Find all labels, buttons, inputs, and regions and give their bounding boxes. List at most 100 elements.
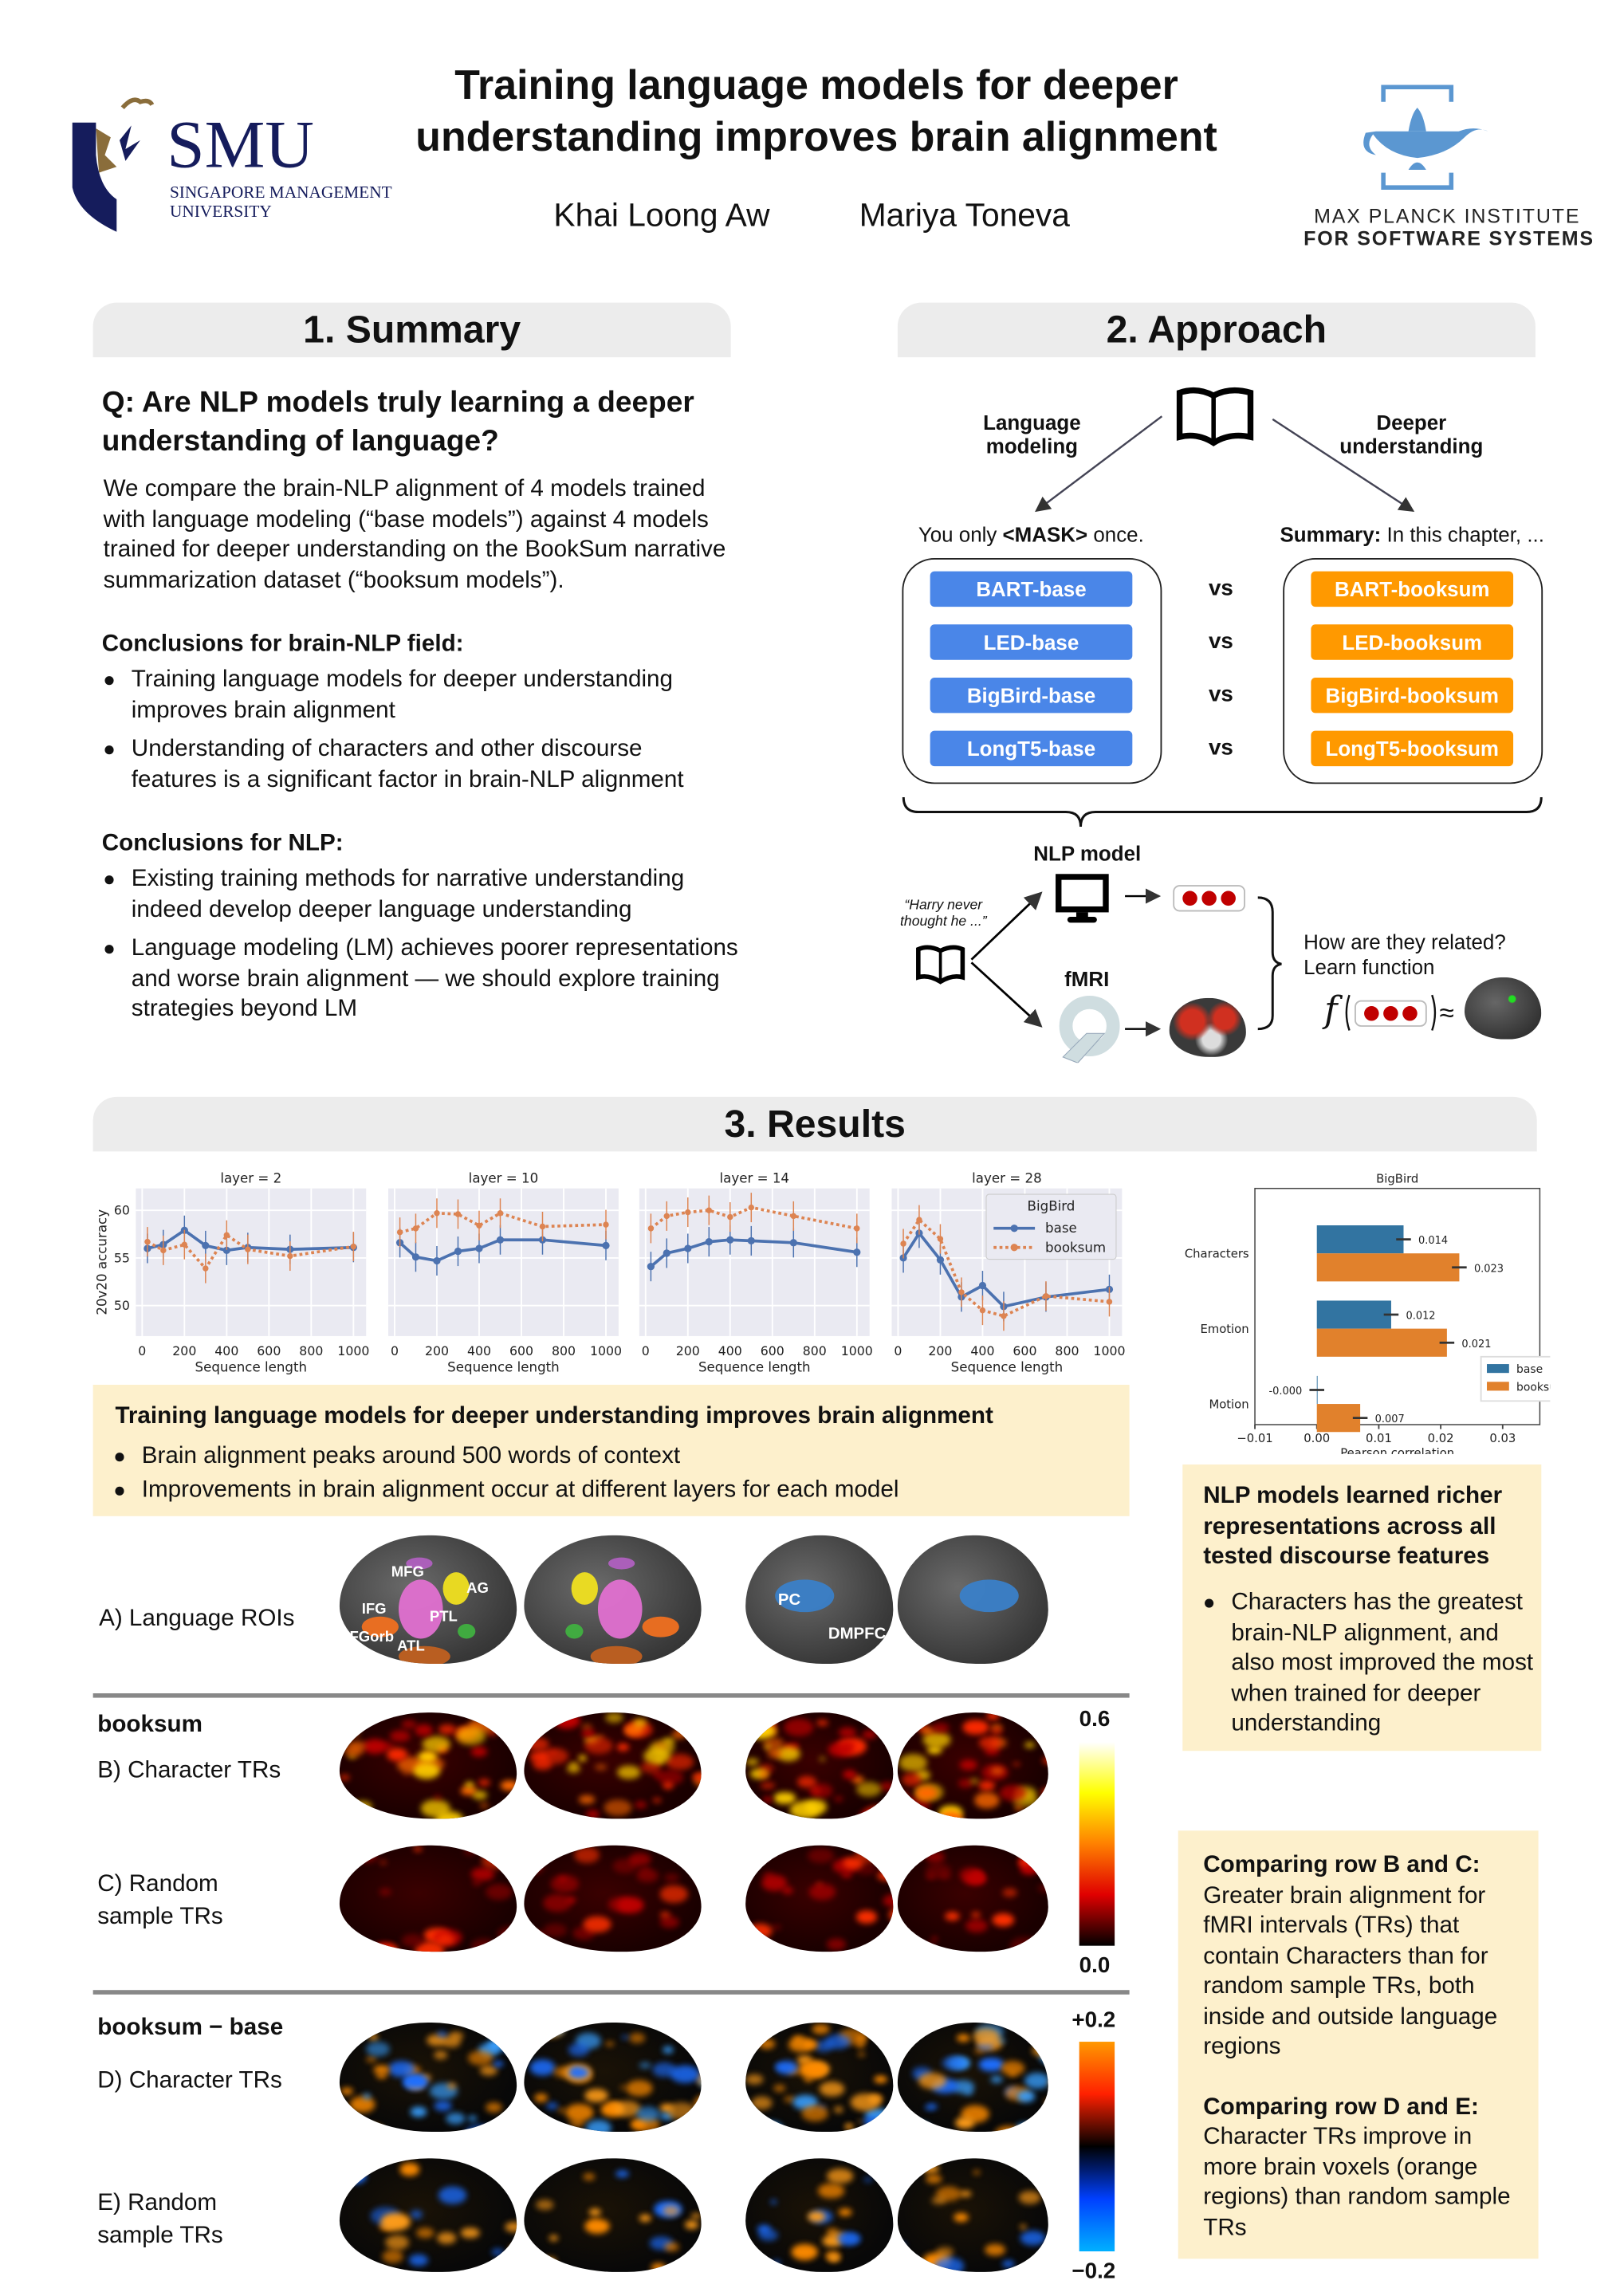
x-axis-label: Sequence length: [447, 1359, 560, 1374]
roi-region: [406, 1557, 433, 1570]
divider: [92, 1693, 1130, 1698]
x-axis-label: Pearson correlation: [1340, 1447, 1454, 1454]
brain-map-b: [524, 1712, 702, 1819]
comparison-bc-text: Greater brain alignment for fMRI interva…: [1203, 1882, 1498, 2060]
row-b-label: B) Character TRs: [97, 1758, 281, 1783]
legend-swatch-booksum: [1487, 1382, 1509, 1391]
nlp-conclusion: Existing training methods for narrative …: [102, 865, 759, 926]
row-d-label: D) Character TRs: [97, 2068, 282, 2094]
vs-label: vs: [1208, 682, 1233, 708]
x-tick-label: 800: [1055, 1343, 1079, 1358]
comparison-box-content: Comparing row B and C: Greater brain ali…: [1203, 1851, 1531, 2244]
summary-intro: We compare the brain-NLP alignment of 4 …: [103, 477, 726, 593]
model-bart-booksum: BART-booksum: [1311, 571, 1514, 607]
discourse-box-title: NLP models learned richer representation…: [1203, 1484, 1503, 1570]
data-point-booksum: [476, 1222, 482, 1229]
data-point-booksum: [350, 1243, 357, 1250]
legend-label-booksum: booksum: [1516, 1381, 1550, 1394]
data-point-booksum: [412, 1225, 419, 1232]
brain-map-d: [745, 2022, 894, 2132]
legend-swatch-base: [1487, 1364, 1509, 1374]
x-tick-label: 800: [299, 1343, 323, 1358]
bar-base: [1316, 1225, 1404, 1254]
smu-logo: SMU SINGAPORE MANAGEMENT UNIVERSITY: [66, 96, 413, 236]
x-axis-label: Sequence length: [951, 1359, 1064, 1374]
arrow-to-lm: [1035, 415, 1163, 513]
data-point-booksum: [790, 1213, 797, 1220]
x-tick-label: 1000: [841, 1343, 873, 1358]
author-1: Khai Loong Aw: [553, 196, 770, 234]
feature-vector-icon: [1173, 885, 1245, 912]
category-label: Characters: [1185, 1248, 1249, 1261]
relation-line-2: Learn function: [1304, 955, 1435, 979]
roi-region: [565, 1623, 584, 1639]
brain-conclusion: Understanding of characters and other di…: [102, 735, 722, 796]
roi-region: [608, 1557, 635, 1570]
vs-label: vs: [1208, 735, 1233, 761]
x-tick-label: 200: [172, 1343, 196, 1358]
roi-label: PTL: [429, 1609, 458, 1626]
nlp-conclusion: Language modeling (LM) achieves poorer r…: [102, 934, 759, 1025]
brain-map-a: [897, 1535, 1048, 1664]
brain-map-a: [339, 1535, 517, 1664]
brain-map-a: [745, 1535, 894, 1664]
y-tick-label: 50: [114, 1298, 130, 1313]
brain-conclusions-heading: Conclusions for brain-NLP field:: [101, 631, 464, 658]
data-point-base: [936, 1256, 945, 1264]
colorbar2-min: −0.2: [1072, 2259, 1116, 2284]
results-heading: 3. Results: [92, 1096, 1537, 1152]
arrow-to-du: [1272, 418, 1415, 513]
roi-region: [959, 1579, 1019, 1613]
data-point-base: [496, 1236, 505, 1244]
poster-title: Training language models for deeper unde…: [369, 59, 1264, 163]
data-point-base: [663, 1249, 670, 1257]
roi-label: AG: [466, 1581, 489, 1598]
roi-region: [398, 1645, 450, 1664]
x-tick-label: 0.02: [1428, 1432, 1454, 1445]
sequence-length-line-charts: 20v20 accuracy 0 200 400 600 800 1000 50 55 60 lay…: [94, 1170, 1125, 1374]
bar-value-label: 0.014: [1418, 1235, 1448, 1247]
brain-map-d: [524, 2022, 702, 2132]
x-tick-label: 0: [894, 1343, 902, 1358]
finding-box: [92, 1384, 1130, 1516]
data-point-booksum: [203, 1265, 209, 1272]
roi-label: IFGorb: [345, 1630, 395, 1646]
x-tick-label: 0: [391, 1343, 399, 1358]
data-point-booksum: [539, 1223, 546, 1230]
function-symbol: f: [1324, 989, 1338, 1031]
x-tick-label: 0.01: [1366, 1432, 1392, 1445]
bar-value-label: -0.000: [1268, 1386, 1302, 1398]
data-point-base: [411, 1253, 420, 1261]
x-tick-label: 800: [552, 1343, 576, 1358]
base-models-group: [902, 557, 1162, 784]
data-point-booksum: [647, 1225, 655, 1232]
colorbar-difference: [1079, 2042, 1115, 2251]
x-tick-label: 0.00: [1304, 1432, 1330, 1445]
panel-title: layer = 14: [720, 1170, 790, 1185]
x-tick-label: 600: [1013, 1343, 1036, 1358]
data-point-booksum: [1106, 1299, 1113, 1305]
summary-token: Summary:: [1280, 522, 1382, 547]
colorbar1-max: 0.6: [1079, 1706, 1111, 1732]
discourse-box: [1182, 1464, 1542, 1751]
bar-booksum: [1316, 1328, 1447, 1357]
row-e-label: E) Random sample TRs: [97, 2188, 223, 2252]
brain-map-b: [339, 1712, 517, 1819]
roi-region: [745, 1550, 757, 1571]
data-point-booksum: [916, 1217, 922, 1223]
arrow-to-fmri: [970, 961, 1043, 1028]
data-point-booksum: [144, 1238, 151, 1245]
roi-region: [458, 1623, 476, 1639]
smu-crest-icon: [72, 97, 155, 232]
x-tick-label: 400: [214, 1343, 238, 1358]
small-book-icon: [916, 945, 965, 985]
brain-conclusion: Training language models for deeper unde…: [102, 666, 722, 726]
fmri-label: fMRI: [1064, 966, 1110, 991]
finding-point: Brain alignment peaks around 500 words o…: [112, 1442, 1116, 1472]
x-tick-label: 600: [761, 1343, 784, 1358]
du-label: Deeper understanding: [1339, 410, 1484, 458]
mpi-line1: MAX PLANCK INSTITUTE: [1314, 205, 1581, 228]
data-point-booksum: [937, 1236, 944, 1242]
data-point-booksum: [287, 1252, 293, 1260]
data-point-booksum: [497, 1210, 504, 1217]
